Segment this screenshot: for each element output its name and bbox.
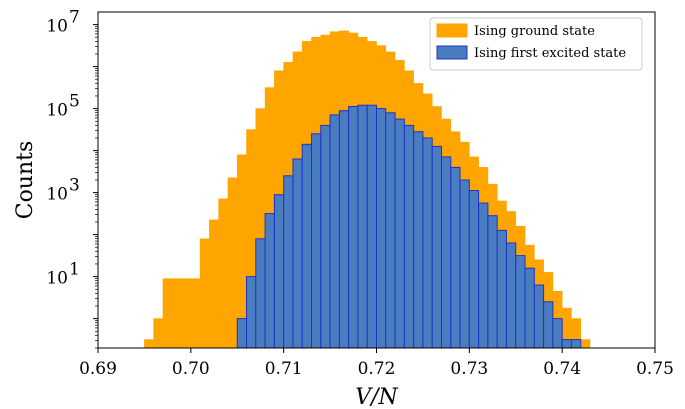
- y-tick-label: 10: [46, 269, 68, 289]
- excited-state-bar: [366, 104, 378, 349]
- excited-state-bar: [301, 143, 313, 349]
- ground-state-bar: [580, 339, 591, 349]
- legend-swatch-ground: [436, 23, 468, 38]
- legend-box: [429, 17, 643, 71]
- excited-state-bar: [570, 339, 582, 349]
- excited-state-bar: [459, 179, 470, 349]
- y-axis-label: Counts: [13, 141, 38, 220]
- excited-state-bar: [273, 194, 285, 349]
- excited-state-bar: [348, 106, 359, 349]
- excited-state-bar: [561, 339, 572, 349]
- excited-state-bar: [413, 131, 424, 349]
- excited-state-bar: [246, 276, 257, 349]
- x-tick-label: 0.70: [172, 359, 210, 379]
- excited-state-bar: [440, 156, 452, 349]
- excited-state-bar: [505, 242, 517, 349]
- excited-state-bar: [329, 114, 340, 349]
- excited-state-bar: [338, 110, 350, 349]
- excited-state-bar: [543, 301, 554, 349]
- ground-state-bar: [162, 278, 173, 349]
- ground-state-bar: [190, 278, 201, 349]
- excited-state-bar: [450, 166, 461, 349]
- ground-state-bar: [181, 278, 192, 349]
- ground-state-bar: [209, 219, 219, 349]
- ground-state-bar: [144, 339, 154, 349]
- y-tick-label: 10: [46, 101, 68, 121]
- ground-state-bar: [153, 318, 164, 349]
- x-tick-label: 0.75: [636, 359, 674, 379]
- x-axis-label: V/N: [355, 385, 398, 409]
- excited-state-bar: [468, 190, 480, 349]
- excited-state-bar: [264, 213, 275, 349]
- excited-state-bar: [311, 133, 322, 349]
- excited-state-bar: [496, 229, 507, 349]
- excited-state-bar: [292, 158, 303, 349]
- ground-state-bar: [171, 278, 182, 349]
- ground-state-bar: [218, 198, 229, 349]
- excited-state-bar: [403, 124, 415, 349]
- y-tick-label: 10: [46, 17, 68, 37]
- excited-state-bar: [533, 284, 545, 349]
- excited-state-bar: [524, 267, 535, 349]
- excited-state-bar: [515, 255, 526, 349]
- x-tick-label: 0.74: [543, 359, 581, 379]
- y-tick-label: 10: [46, 185, 68, 205]
- x-tick-label: 0.69: [79, 359, 117, 379]
- x-axis-ticks: 0.69 0.70 0.71 0.72 0.73 0.74 0.75: [79, 348, 674, 379]
- ground-state-bar: [227, 177, 238, 349]
- excited-state-bar: [478, 202, 489, 349]
- excited-state-bar: [552, 318, 563, 349]
- legend-label-excited: Ising first excited state: [474, 46, 626, 61]
- excited-state-bar: [236, 318, 248, 349]
- ground-state-bar: [199, 238, 210, 349]
- excited-state-bar: [320, 124, 331, 349]
- legend: Ising ground state Ising first excited s…: [429, 17, 643, 71]
- y-tick-exponent: 7: [69, 8, 80, 28]
- y-tick-exponent: 1: [69, 260, 80, 280]
- x-tick-label: 0.71: [265, 359, 303, 379]
- excited-state-bar: [283, 175, 294, 349]
- excited-state-bar: [376, 108, 387, 349]
- y-tick-exponent: 5: [69, 92, 80, 112]
- x-tick-label: 0.72: [358, 359, 396, 379]
- excited-state-bar: [385, 112, 396, 349]
- y-tick-exponent: 3: [69, 176, 80, 196]
- excited-state-bar: [394, 118, 405, 349]
- excited-state-bar: [422, 137, 433, 349]
- x-tick-label: 0.73: [450, 359, 488, 379]
- legend-swatch-excited: [436, 45, 468, 60]
- excited-state-bar: [357, 104, 368, 349]
- excited-state-bar: [487, 215, 498, 349]
- excited-state-bar: [431, 145, 442, 349]
- excited-state-bar: [255, 238, 266, 349]
- legend-label-ground: Ising ground state: [474, 24, 595, 39]
